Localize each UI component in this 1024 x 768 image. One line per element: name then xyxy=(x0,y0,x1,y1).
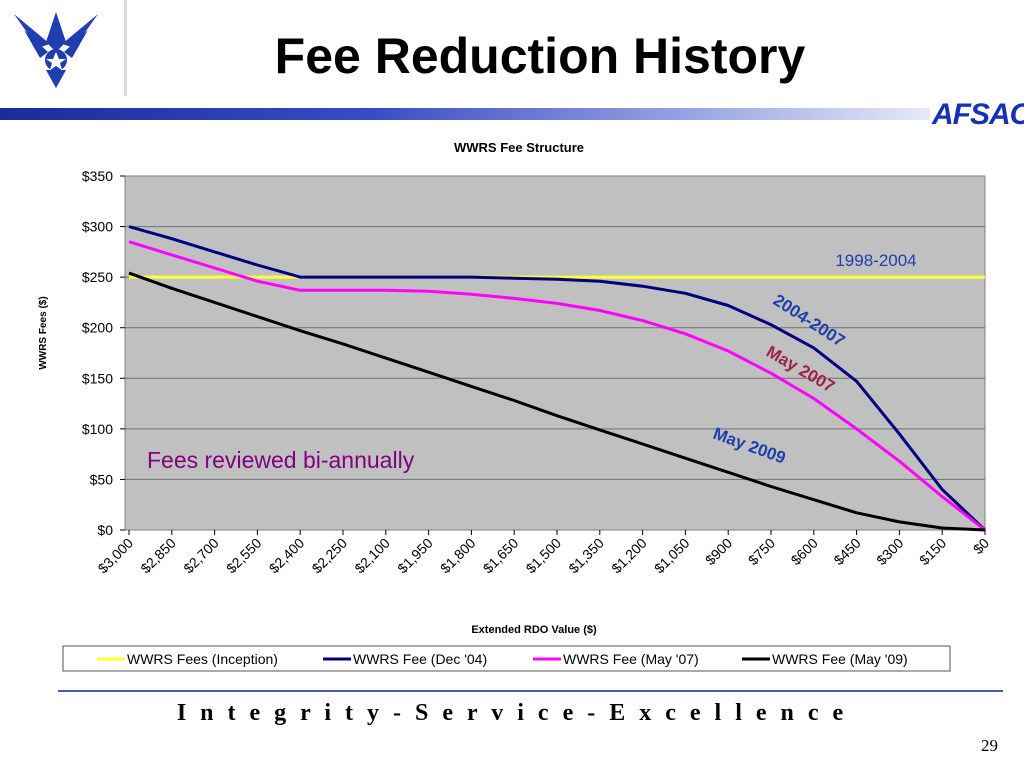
plot-area xyxy=(124,175,986,531)
x-tick-label: $2,550 xyxy=(223,535,265,577)
x-tick-labels: $3,000 $2,850 $2,700 $2,550 $2,400 $2,250 $2,1… xyxy=(95,530,992,577)
footer-line xyxy=(58,690,1003,692)
x-tick-label: $1,500 xyxy=(523,535,565,577)
brand-logo-text: AFSAC xyxy=(932,98,1024,131)
legend-label: WWRS Fee (Dec '04) xyxy=(353,651,487,667)
x-tick-label: $3,000 xyxy=(95,535,137,577)
legend-label: WWRS Fee (May '07) xyxy=(563,651,699,667)
x-tick-label: $1,650 xyxy=(480,535,522,577)
x-tick-label: $900 xyxy=(702,535,735,568)
x-axis-label: Extended RDO Value ($) xyxy=(471,624,597,636)
series-line xyxy=(128,225,987,532)
y-tick-label: $0 xyxy=(97,522,113,538)
x-tick-label: $2,700 xyxy=(180,535,222,577)
x-tick-label: $2,400 xyxy=(266,535,308,577)
annotation-fees-reviewed: Fees reviewed bi-annually xyxy=(147,447,415,473)
x-tick-label: $450 xyxy=(830,535,863,568)
x-tick-label: $1,950 xyxy=(394,535,436,577)
y-tick-label: $50 xyxy=(90,471,114,487)
x-tick-label: $0 xyxy=(970,535,992,557)
legend-label: WWRS Fees (Inception) xyxy=(127,651,278,667)
legend: WWRS Fees (Inception) WWRS Fee (Dec '04) W… xyxy=(97,651,908,667)
y-tick-label: $300 xyxy=(82,219,113,235)
chart-title: WWRS Fee Structure xyxy=(454,140,584,155)
logo-divider xyxy=(124,0,127,96)
header-band xyxy=(0,108,930,120)
x-tick-label: $2,100 xyxy=(351,535,393,577)
y-tick-label: $100 xyxy=(82,421,113,437)
x-tick-label: $600 xyxy=(788,535,821,568)
y-tick-label: $150 xyxy=(82,370,113,386)
x-tick-label: $1,350 xyxy=(565,535,607,577)
x-tick-label: $300 xyxy=(873,535,906,568)
y-tick-label: $250 xyxy=(82,269,113,285)
series-line xyxy=(128,271,986,532)
motto: I n t e g r i t y - S e r v i c e - E x … xyxy=(176,700,848,726)
series-line xyxy=(128,240,986,532)
air-force-wings-icon xyxy=(14,12,98,88)
annotation-1998-2004: 1998-2004 xyxy=(835,251,916,270)
series-lines xyxy=(128,225,987,532)
x-tick-label: $1,200 xyxy=(608,535,650,577)
x-tick-label: $2,850 xyxy=(137,535,179,577)
x-tick-label: $750 xyxy=(745,535,778,568)
slide-title: Fee Reduction History xyxy=(274,28,806,84)
page-number: 29 xyxy=(981,736,998,755)
x-tick-label: $150 xyxy=(916,535,949,568)
legend-label: WWRS Fee (May '09) xyxy=(772,651,908,667)
x-tick-label: $1,050 xyxy=(651,535,693,577)
y-tick-label: $200 xyxy=(82,320,113,336)
x-tick-label: $2,250 xyxy=(309,535,351,577)
x-tick-label: $1,800 xyxy=(437,535,479,577)
y-axis-label: WWRS Fees ($) xyxy=(38,296,49,369)
legend-box xyxy=(62,645,951,672)
fee-chart: WWRS Fee Structure $0 $50 $100 $150 $200 $250… xyxy=(38,140,992,672)
y-tick-label: $350 xyxy=(82,168,113,184)
y-tick-labels: $0 $50 $100 $150 $200 $250 $300 $350 xyxy=(82,168,125,538)
